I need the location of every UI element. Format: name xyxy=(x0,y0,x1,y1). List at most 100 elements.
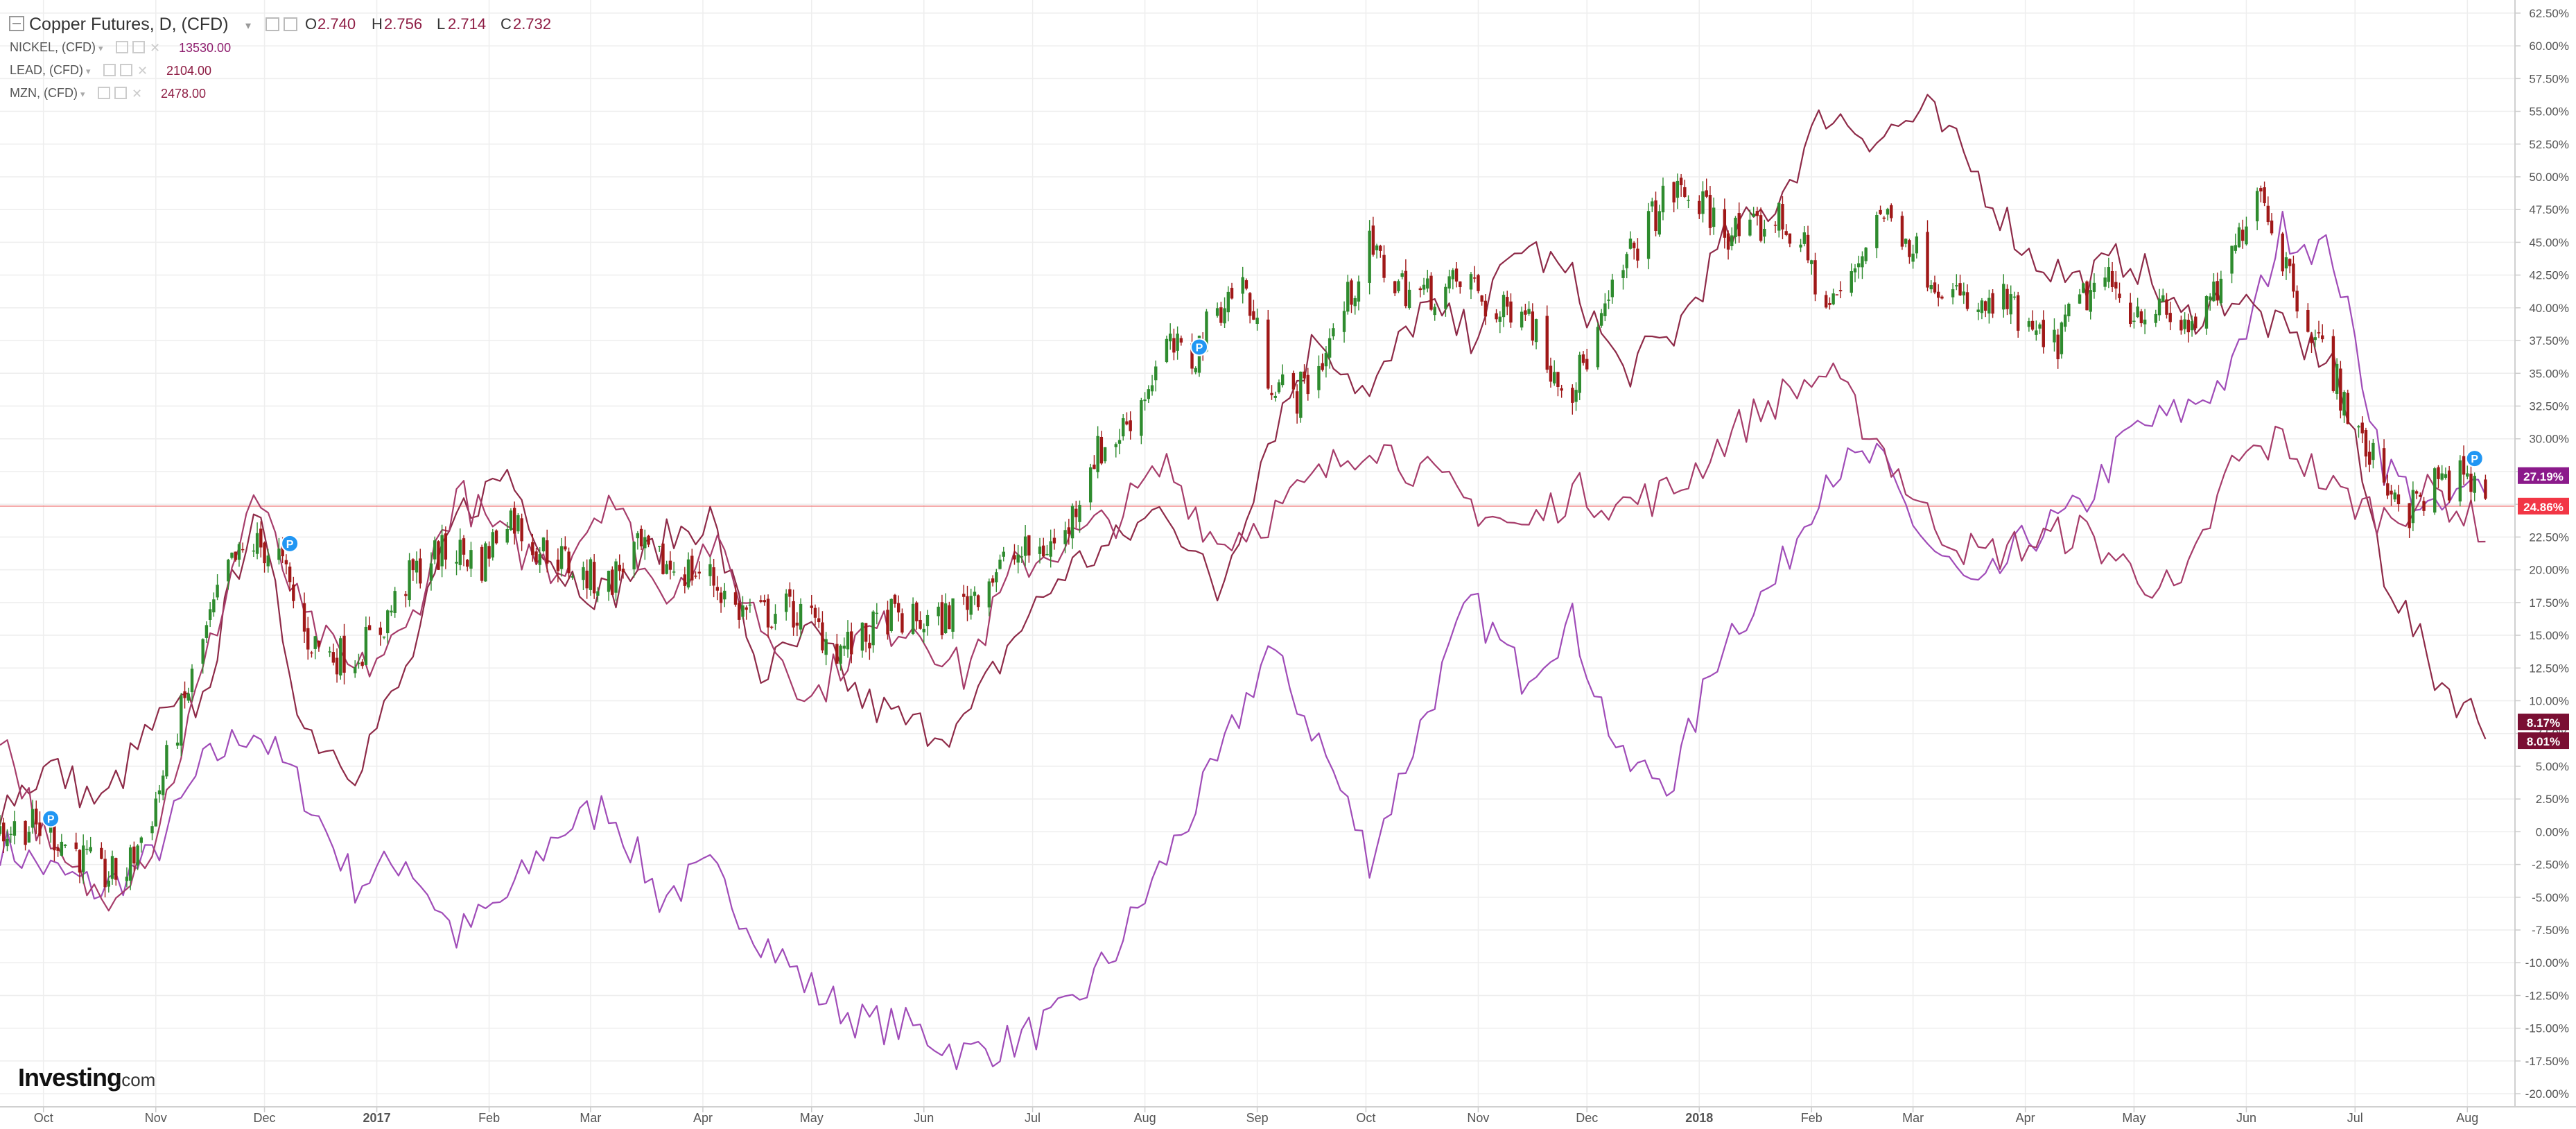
event-marker-icon[interactable] xyxy=(2465,449,2484,468)
candle-down xyxy=(1705,190,1708,197)
candle-down xyxy=(1828,303,1831,305)
candle-down xyxy=(1781,204,1784,230)
candle-down xyxy=(1459,281,1462,287)
y-axis[interactable]: 62.50% 60.00% 57.50% 55.00% 52.50% 50.00% 47.5… xyxy=(2515,7,2569,1101)
candle-up xyxy=(1980,300,1984,313)
candle-up xyxy=(139,837,143,843)
candle-down xyxy=(1244,280,1248,289)
candle-up xyxy=(157,790,162,795)
candle-down xyxy=(2469,474,2473,492)
candle-up xyxy=(871,611,875,646)
legend-main[interactable]: Copper Futures, D, (CFD) ▾ O 2.740 H 2.7… xyxy=(9,15,551,34)
candle-down xyxy=(1418,288,1422,291)
chevron-down-icon[interactable]: ▾ xyxy=(80,89,85,99)
price-badge xyxy=(2518,714,2569,731)
candle-down xyxy=(480,546,484,581)
candle-up xyxy=(1962,291,1965,296)
candle-up xyxy=(1951,289,1955,298)
candle-down xyxy=(466,560,469,567)
candle-down xyxy=(2367,451,2372,465)
candle-up xyxy=(541,537,546,552)
overlay-symbol-label[interactable]: MZN, (CFD) xyxy=(10,86,78,100)
overlay-symbol-label[interactable]: LEAD, (CFD) xyxy=(10,63,83,77)
legend-overlay-mzn[interactable]: MZN, (CFD) ▾ ✕ 2478.00 xyxy=(10,86,206,101)
chevron-down-icon[interactable]: ▾ xyxy=(245,20,251,32)
candle-up xyxy=(212,599,216,612)
visibility-icon[interactable] xyxy=(98,87,110,99)
candle-up xyxy=(1676,180,1680,198)
chevron-down-icon[interactable]: ▾ xyxy=(86,66,91,76)
candle-down xyxy=(2306,309,2310,332)
close-icon[interactable]: ✕ xyxy=(150,41,160,55)
event-markers[interactable]: P P P P xyxy=(42,338,2484,828)
settings-icon[interactable] xyxy=(284,17,297,31)
candle-down xyxy=(2129,302,2132,324)
candle-up xyxy=(1651,201,1654,207)
candle-up xyxy=(2038,324,2042,329)
price-badge-label: 24.86% xyxy=(2523,501,2564,514)
legend-overlay-nickel[interactable]: NICKEL, (CFD) ▾ ✕ 13530.00 xyxy=(10,40,231,55)
visibility-icon[interactable] xyxy=(116,41,128,53)
visibility-icon[interactable] xyxy=(266,17,279,31)
candle-up xyxy=(2444,474,2448,478)
candle-up xyxy=(277,549,281,560)
candle-down xyxy=(1882,217,1886,219)
candle-down xyxy=(2,822,6,842)
candle-down xyxy=(1654,200,1657,232)
chevron-down-icon[interactable]: ▾ xyxy=(98,43,103,53)
candle-up xyxy=(186,693,190,701)
candle-up xyxy=(2372,442,2375,460)
event-marker-icon[interactable] xyxy=(281,534,299,553)
candle-down xyxy=(2165,299,2168,315)
legend-overlay-lead[interactable]: LEAD, (CFD) ▾ ✕ 2104.00 xyxy=(10,63,211,78)
settings-icon[interactable] xyxy=(114,87,127,99)
event-marker-icon[interactable] xyxy=(42,809,60,828)
candle-up xyxy=(2009,294,2012,315)
candle-down xyxy=(103,859,107,888)
candle-up xyxy=(1223,308,1226,324)
candle-up xyxy=(1621,270,1625,278)
candle-up xyxy=(1140,400,1143,436)
candle-up xyxy=(538,554,541,565)
collapse-legend-icon[interactable] xyxy=(9,16,24,31)
candle-up xyxy=(455,562,458,564)
candle-up xyxy=(128,847,132,881)
candle-up xyxy=(1929,285,1933,290)
candle-up xyxy=(1397,281,1400,291)
candle-up xyxy=(846,632,850,650)
x-tick-label: Dec xyxy=(254,1111,276,1125)
candle-up xyxy=(2342,392,2346,416)
candle-down xyxy=(835,644,839,664)
x-tick-label: Sep xyxy=(1246,1111,1269,1125)
candle-up xyxy=(889,598,893,631)
candle-up xyxy=(354,666,357,673)
candle-down xyxy=(2447,470,2451,501)
candle-up xyxy=(1810,260,1813,264)
candle-up xyxy=(2411,490,2415,524)
visibility-icon[interactable] xyxy=(103,64,116,76)
candle-up xyxy=(357,662,360,664)
candle-up xyxy=(1451,270,1455,279)
settings-icon[interactable] xyxy=(120,64,132,76)
close-icon[interactable]: ✕ xyxy=(132,87,142,101)
candle-down xyxy=(1454,268,1459,282)
event-marker-icon[interactable] xyxy=(1190,338,1208,356)
candle-down xyxy=(1506,297,1509,307)
candle-up xyxy=(484,543,487,582)
overlay-symbol-label[interactable]: NICKEL, (CFD) xyxy=(10,40,96,54)
candle-up xyxy=(1154,366,1158,381)
candle-up xyxy=(1596,327,1600,368)
x-tick-label: Apr xyxy=(2016,1111,2035,1125)
x-tick-label: Oct xyxy=(1356,1111,1375,1125)
x-axis[interactable]: Oct Nov Dec 2017 Feb Mar Apr May Jun Jul Aug Sep Oct… xyxy=(34,1107,2479,1125)
close-icon[interactable]: ✕ xyxy=(137,64,148,78)
candle-up xyxy=(1661,185,1665,213)
candle-up xyxy=(1763,228,1766,237)
candle-up xyxy=(1853,268,1857,273)
main-symbol-label[interactable]: Copper Futures, D, (CFD) xyxy=(29,15,229,34)
candle-up xyxy=(708,564,712,576)
y-tick-label: -20.00% xyxy=(2525,1087,2569,1101)
candle-up xyxy=(784,593,788,612)
settings-icon[interactable] xyxy=(132,41,145,53)
